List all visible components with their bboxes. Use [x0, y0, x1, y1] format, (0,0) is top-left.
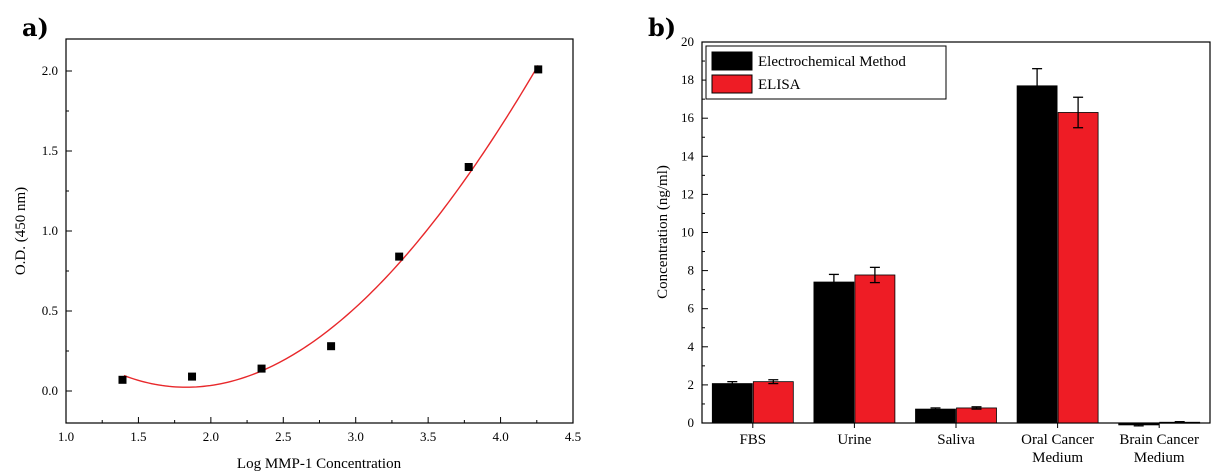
plot-frame-a [65, 38, 574, 424]
y-axis-ticks-a: 0.0 0.5 1.0 1.5 2.0 [42, 63, 72, 398]
legend-label-elisa: ELISA [758, 77, 801, 93]
bars-b [702, 68, 1210, 427]
x-tick-label: 4.5 [565, 429, 581, 444]
y-tick-label: 0.0 [42, 383, 58, 398]
legend-swatch-electrochemical [711, 51, 753, 71]
bar [915, 408, 956, 424]
x-tick-label: 3.0 [348, 429, 364, 444]
bar [956, 407, 997, 424]
category-label: Saliva [937, 432, 975, 448]
fit-curve [123, 64, 539, 388]
data-point [395, 252, 404, 261]
y-tick-label: 4 [688, 339, 695, 354]
category-label: Medium [1134, 450, 1185, 466]
x-tick-label: 2.5 [275, 429, 291, 444]
category-label: Urine [837, 432, 871, 448]
category-label: Oral Cancer [1021, 432, 1094, 448]
y-tick-label: 8 [688, 263, 695, 278]
x-axis-title-a: Log MMP-1 Concentration [237, 456, 402, 472]
panel-b-label: b) [648, 13, 676, 42]
y-axis-ticks-b: 0 2 4 6 8 10 12 14 16 18 20 [681, 34, 708, 430]
legend-label-electrochemical: Electrochemical Method [758, 54, 906, 70]
bar [854, 274, 896, 424]
y-tick-label: 1.5 [42, 143, 58, 158]
x-tick-label: 3.5 [420, 429, 436, 444]
bar-chart-b: 0 2 4 6 8 10 12 14 16 18 20 FBS Urine Saliva Oral Can… [655, 34, 1211, 466]
bar [813, 281, 855, 424]
scatter-chart-a: 1.0 1.5 2.0 2.5 3.0 3.5 4.0 4.5 0.0 0.5 1.0 1.5 2.0… [13, 38, 581, 472]
x-tick-label: 2.0 [203, 429, 219, 444]
category-label: Brain Cancer [1119, 432, 1199, 448]
category-labels-b: FBS Urine Saliva Oral Cancer Medium Brain Can… [739, 423, 1199, 466]
y-tick-label: 14 [681, 148, 695, 163]
y-tick-label: 0.5 [42, 303, 58, 318]
x-tick-label: 1.5 [130, 429, 146, 444]
y-tick-label: 20 [681, 34, 694, 49]
y-tick-label: 2 [688, 377, 695, 392]
data-point [257, 364, 266, 373]
legend: Electrochemical Method ELISA [705, 45, 947, 100]
data-points-a [118, 65, 543, 384]
data-point [464, 163, 473, 171]
y-tick-label: 12 [681, 186, 694, 201]
y-axis-title-a: O.D. (450 nm) [13, 187, 29, 275]
data-point [118, 375, 127, 384]
y-tick-label: 18 [681, 72, 694, 87]
x-axis-ticks-a: 1.0 1.5 2.0 2.5 3.0 3.5 4.0 4.5 [58, 417, 581, 444]
x-tick-label: 4.0 [492, 429, 508, 444]
y-tick-label: 0 [688, 415, 695, 430]
data-point [188, 372, 197, 381]
bar [1057, 112, 1099, 424]
y-tick-label: 16 [681, 110, 695, 125]
y-tick-label: 2.0 [42, 63, 58, 78]
y-tick-label: 1.0 [42, 223, 58, 238]
category-label: FBS [739, 432, 766, 448]
y-axis-title-b: Concentration (ng/ml) [655, 165, 671, 299]
x-tick-label: 1.0 [58, 429, 74, 444]
bar [711, 383, 753, 424]
data-point [327, 342, 336, 351]
bar [752, 381, 794, 424]
category-label: Medium [1032, 450, 1083, 466]
legend-swatch-elisa [711, 74, 753, 94]
y-tick-label: 10 [681, 225, 694, 240]
panel-a-label: a) [22, 13, 49, 42]
bar [1016, 85, 1058, 424]
y-tick-label: 6 [688, 301, 695, 316]
data-point [534, 65, 543, 74]
